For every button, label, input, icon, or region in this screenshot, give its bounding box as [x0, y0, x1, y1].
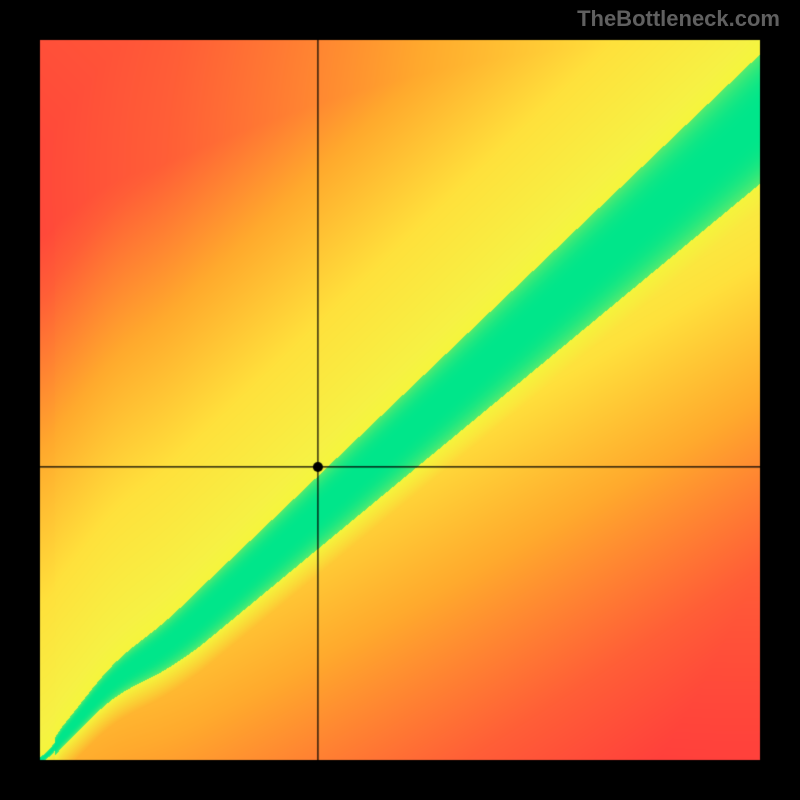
heatmap-canvas	[0, 0, 800, 800]
watermark-text: TheBottleneck.com	[577, 6, 780, 32]
chart-container: TheBottleneck.com	[0, 0, 800, 800]
